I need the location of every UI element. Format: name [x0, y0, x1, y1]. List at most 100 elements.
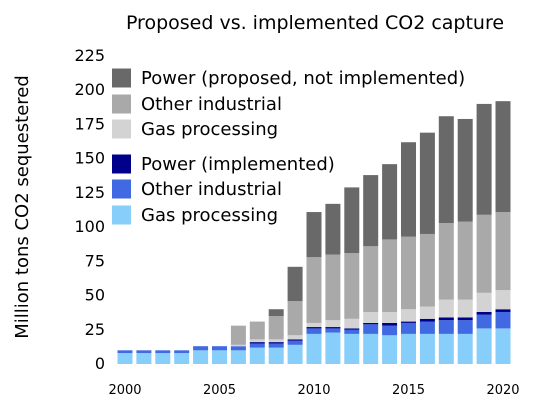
bar-segment — [136, 350, 152, 354]
bar-segment — [344, 333, 360, 364]
y-tick-label: 0 — [95, 354, 105, 373]
bar-segment — [287, 340, 303, 345]
bar-segment — [268, 342, 284, 344]
bar-segment — [174, 353, 190, 364]
legend-label: Other industrial — [141, 179, 282, 200]
bar-segment — [306, 212, 322, 258]
bar-segment — [136, 353, 152, 364]
bar-segment — [457, 317, 473, 321]
bar-segment — [306, 333, 322, 364]
bar-segment — [476, 311, 492, 315]
y-tick-label: 100 — [74, 217, 105, 236]
bar-segment — [325, 327, 341, 329]
legend-swatch — [112, 68, 131, 88]
bar-segment — [401, 309, 416, 322]
bar-segment — [382, 164, 398, 240]
bar-segment — [495, 290, 511, 310]
bar-segment — [230, 346, 246, 351]
bar-segment — [457, 299, 473, 318]
bar-segment — [438, 116, 454, 223]
bars-group — [117, 101, 511, 364]
legend-swatch — [112, 94, 131, 114]
chart-title: Proposed vs. implemented CO2 capture — [126, 12, 504, 34]
legend-label: Power (implemented) — [141, 154, 335, 175]
legend-swatch — [112, 154, 131, 174]
bar-segment — [249, 343, 265, 348]
bar-segment — [212, 350, 227, 364]
bar-segment — [438, 320, 454, 334]
bar-segment — [401, 236, 416, 310]
bar-segment — [401, 322, 416, 334]
bar-segment — [249, 339, 265, 343]
bar-segment — [476, 314, 492, 329]
bar-segment — [268, 309, 284, 317]
legend-label: Gas processing — [141, 119, 278, 140]
bar-segment — [268, 343, 284, 348]
y-tick-label: 25 — [85, 320, 105, 339]
y-tick-label: 200 — [74, 80, 105, 99]
x-tick-label: 2010 — [297, 383, 330, 398]
bar-segment — [363, 322, 379, 325]
bar-segment — [495, 101, 511, 213]
bar-segment — [419, 333, 435, 364]
bar-segment — [306, 322, 322, 328]
bar-segment — [230, 325, 246, 345]
x-tick-label: 2000 — [108, 383, 141, 398]
y-tick-label: 225 — [74, 46, 105, 65]
bar-segment — [363, 333, 379, 364]
bar-segment — [344, 187, 360, 254]
y-tick-label: 75 — [85, 251, 105, 270]
legend-swatch — [112, 119, 131, 139]
x-tick-label: 2005 — [203, 383, 236, 398]
bar-segment — [117, 350, 133, 354]
bar-segment — [325, 320, 341, 328]
bar-segment — [438, 317, 454, 321]
bar-segment — [401, 333, 416, 364]
bar-segment — [419, 306, 435, 319]
bar-segment — [438, 333, 454, 364]
bar-segment — [363, 175, 379, 247]
bar-segment — [325, 332, 341, 364]
bar-segment — [476, 214, 492, 293]
y-tick-label: 125 — [74, 183, 105, 202]
bar-segment — [325, 254, 341, 321]
bar-segment — [212, 346, 227, 351]
bar-segment — [476, 328, 492, 364]
bar-segment — [419, 318, 435, 322]
bar-segment — [287, 301, 303, 336]
legend-swatch — [112, 205, 131, 225]
bar-segment — [419, 233, 435, 307]
y-tick-label: 175 — [74, 114, 105, 133]
bar-segment — [268, 316, 284, 340]
bar-segment — [476, 292, 492, 312]
bar-segment — [249, 321, 265, 340]
bar-segment — [457, 320, 473, 334]
bar-segment — [382, 322, 398, 326]
bar-segment — [401, 321, 416, 323]
bar-segment — [287, 266, 303, 302]
bar-segment — [476, 103, 492, 215]
bar-segment — [382, 311, 398, 323]
bar-segment — [174, 350, 190, 354]
bar-segment — [249, 342, 265, 344]
bar-segment — [230, 350, 246, 364]
bar-segment — [382, 335, 398, 364]
x-tick-label: 2020 — [486, 383, 519, 398]
bar-segment — [325, 203, 341, 255]
legend-label: Power (proposed, not implemented) — [141, 68, 465, 89]
bar-segment — [363, 311, 379, 323]
bar-segment — [306, 257, 322, 323]
bar-segment — [363, 324, 379, 334]
bar-segment — [344, 318, 360, 329]
bar-segment — [117, 353, 133, 364]
legend: Power (proposed, not implemented) Other i… — [112, 68, 465, 226]
bar-segment — [325, 328, 341, 333]
y-axis-label: Million tons CO2 sequestered — [12, 75, 33, 339]
bar-segment — [495, 309, 511, 312]
bar-segment — [457, 333, 473, 364]
bar-segment — [344, 253, 360, 319]
bar-segment — [193, 350, 209, 364]
bar-segment — [495, 212, 511, 291]
legend-swatch — [112, 179, 131, 199]
